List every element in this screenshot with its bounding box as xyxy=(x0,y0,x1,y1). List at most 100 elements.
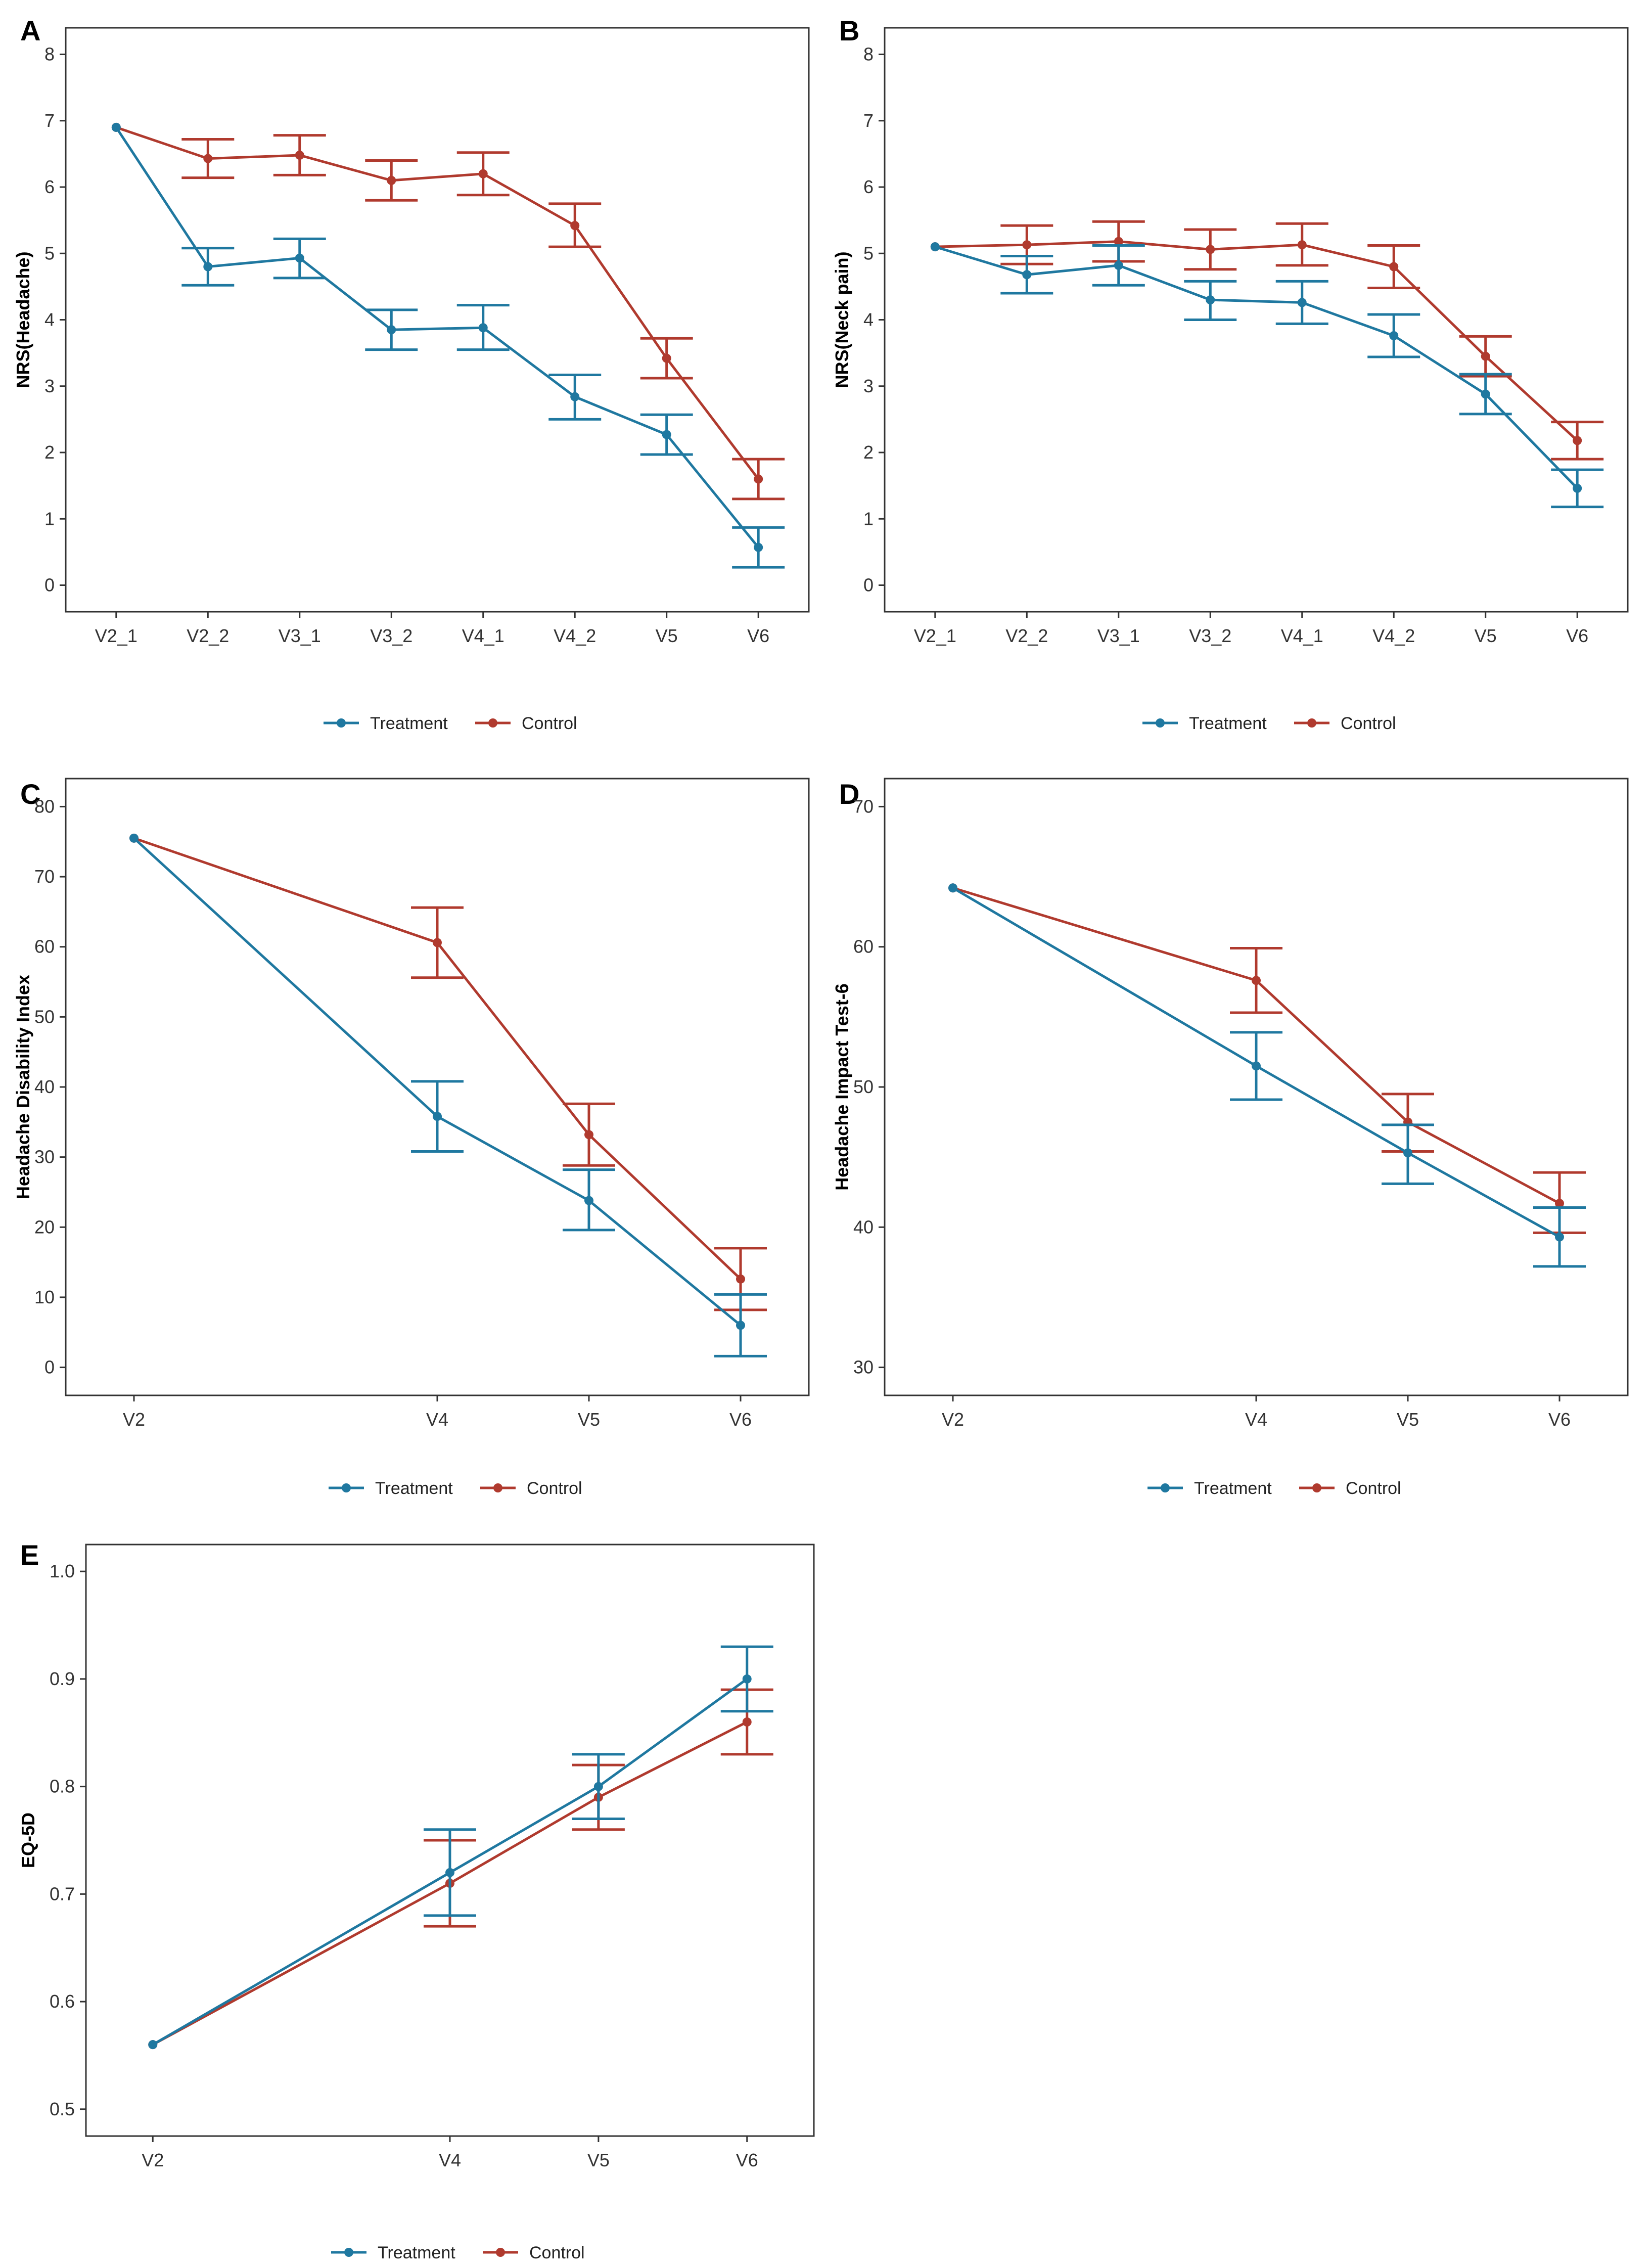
control-point xyxy=(1206,245,1215,254)
x-tick-label: V2 xyxy=(142,2150,164,2170)
panel-letter: C xyxy=(20,778,40,810)
treatment-point xyxy=(736,1321,745,1330)
treatment-point xyxy=(570,392,580,401)
treatment-point xyxy=(1252,1061,1261,1071)
y-tick-label: 70 xyxy=(853,796,874,817)
control-line xyxy=(133,837,742,1280)
x-tick-label: V2_1 xyxy=(914,625,956,646)
x-tick-label: V6 xyxy=(1566,625,1588,646)
treatment-point xyxy=(1297,298,1307,307)
legend-treatment-label: Treatment xyxy=(378,2243,455,2262)
panel-letter: E xyxy=(20,1539,39,1571)
x-tick-label: V4_2 xyxy=(1372,625,1415,646)
control-line xyxy=(152,1720,748,2046)
treatment-point xyxy=(433,1112,442,1121)
y-tick-label: 5 xyxy=(44,243,55,263)
panel-letter: D xyxy=(839,778,859,810)
control-point xyxy=(433,938,442,947)
treatment-point xyxy=(1206,295,1215,305)
treatment-point xyxy=(111,122,121,132)
legend: Treatment Control xyxy=(324,714,577,733)
y-tick-label: 0.8 xyxy=(50,1776,75,1797)
y-tick-label: 4 xyxy=(863,309,874,330)
y-tick-label: 1 xyxy=(44,508,55,529)
control-point xyxy=(742,1717,752,1727)
y-tick-label: 6 xyxy=(44,176,55,197)
x-tick-label: V3_2 xyxy=(1189,625,1231,646)
y-tick-label: 60 xyxy=(853,936,874,957)
legend-control-swatch-point xyxy=(493,1483,502,1492)
legend-control-label: Control xyxy=(1341,714,1396,733)
treatment-point xyxy=(445,1868,454,1877)
treatment-line xyxy=(133,837,742,1327)
control-point xyxy=(1389,262,1399,271)
x-tick-label: V5 xyxy=(1397,1409,1419,1430)
y-tick-label: 1.0 xyxy=(50,1561,75,1581)
y-tick-label: 40 xyxy=(34,1076,55,1097)
legend-control-swatch-point xyxy=(1307,718,1316,728)
y-tick-label: 0 xyxy=(863,575,874,596)
x-tick-label: V4_1 xyxy=(1281,625,1323,646)
control-point xyxy=(584,1130,593,1140)
x-tick-label: V3_1 xyxy=(1097,625,1140,646)
y-tick-label: 3 xyxy=(44,376,55,396)
y-tick-label: 7 xyxy=(863,110,874,131)
plot-frame xyxy=(884,27,1629,613)
x-tick-label: V2 xyxy=(942,1409,964,1430)
x-tick-label: V3_1 xyxy=(279,625,321,646)
panel-a: A 0 1 2 3 4 5 6 7 8 V2_1 V2_2 V3_1 V3_2 V4_1 V4_2 V5 V6 NR… xyxy=(13,15,810,733)
x-tick-label: V5 xyxy=(656,625,678,646)
panel-b: B 0 1 2 3 4 5 6 7 8 V2_1 V2_2 V3_1 V3_2 V4_1 V4_2 V5 V6 NR… xyxy=(832,15,1629,733)
y-tick-label: 30 xyxy=(34,1147,55,1167)
y-tick-label: 6 xyxy=(863,176,874,197)
legend-control-swatch-point xyxy=(496,2248,505,2257)
y-tick-label: 1 xyxy=(863,508,874,529)
control-point xyxy=(1252,976,1261,985)
y-tick-label: 0.6 xyxy=(50,1991,75,2012)
y-tick-label: 2 xyxy=(863,442,874,463)
treatment-point xyxy=(129,833,139,843)
legend-treatment-label: Treatment xyxy=(1189,714,1267,733)
control-point xyxy=(387,175,396,185)
control-point xyxy=(1022,240,1032,250)
legend-control-label: Control xyxy=(529,2243,585,2262)
treatment-point xyxy=(948,883,957,893)
y-tick-label: 5 xyxy=(863,243,874,263)
control-point xyxy=(295,151,304,160)
control-point xyxy=(1114,237,1123,246)
y-tick-label: 80 xyxy=(34,796,55,817)
y-tick-label: 50 xyxy=(853,1076,874,1097)
treatment-line xyxy=(115,126,760,549)
legend-treatment-swatch-point xyxy=(1156,718,1165,728)
treatment-point xyxy=(148,2040,158,2050)
y-tick-label: 50 xyxy=(34,1006,55,1027)
legend-treatment-swatch-point xyxy=(337,718,346,728)
control-point xyxy=(570,221,580,231)
x-tick-label: V2_2 xyxy=(187,625,229,646)
legend-treatment-swatch-point xyxy=(342,1483,351,1492)
legend-control-swatch-point xyxy=(1312,1483,1321,1492)
y-tick-label: 8 xyxy=(863,44,874,65)
treatment-point xyxy=(1022,270,1032,280)
control-point xyxy=(754,474,763,484)
control-point xyxy=(1481,351,1490,361)
treatment-line xyxy=(952,887,1561,1238)
y-tick-label: 4 xyxy=(44,309,55,330)
panel-letter: B xyxy=(839,15,859,47)
x-tick-label: V4_2 xyxy=(554,625,596,646)
treatment-point xyxy=(1481,389,1490,399)
x-tick-label: V6 xyxy=(747,625,769,646)
y-tick-label: 7 xyxy=(44,110,55,131)
y-tick-label: 0.7 xyxy=(50,1883,75,1904)
panel-e: E 0.5 0.6 0.7 0.8 0.9 1.0 V2 V4 V5 V6 EQ-5D Treatmen… xyxy=(18,1539,815,2262)
x-tick-label: V5 xyxy=(578,1409,600,1430)
treatment-point xyxy=(1114,260,1123,270)
y-axis-label: Headache Impact Test-6 xyxy=(832,983,852,1190)
treatment-point xyxy=(754,542,763,552)
control-point xyxy=(1297,240,1307,250)
control-point xyxy=(1573,436,1582,445)
y-tick-label: 20 xyxy=(34,1216,55,1237)
legend: Treatment Control xyxy=(331,2243,585,2262)
legend: Treatment Control xyxy=(329,1479,582,1498)
legend-control-label: Control xyxy=(1346,1479,1401,1498)
